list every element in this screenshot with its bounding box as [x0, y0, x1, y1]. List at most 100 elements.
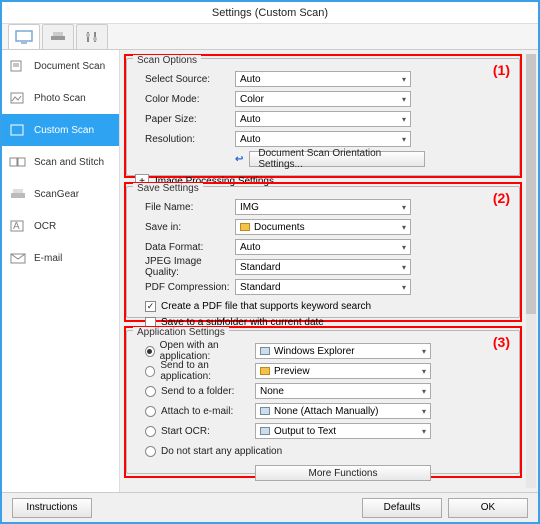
app-settings-fieldset: Application Settings (3) Open with an ap…	[126, 330, 520, 474]
save-settings-legend: Save Settings	[133, 183, 203, 194]
keyword-search-checkbox[interactable]: ✓ Create a PDF file that supports keywor…	[135, 298, 511, 314]
pdf-compression-label: PDF Compression:	[135, 282, 235, 293]
send-to-app-radio[interactable]	[145, 366, 155, 377]
jpeg-quality-label: JPEG Image Quality:	[135, 256, 235, 278]
scrollbar-thumb[interactable]	[526, 54, 536, 314]
folder-icon	[260, 367, 270, 375]
sidebar-item-email[interactable]: E-mail	[2, 242, 119, 274]
resolution-dropdown[interactable]: Auto▾	[235, 131, 411, 147]
send-to-folder-radio[interactable]	[145, 386, 156, 397]
checkbox-icon	[145, 317, 156, 328]
sidebar-item-label: Document Scan	[34, 61, 105, 72]
sidebar-item-label: Photo Scan	[34, 93, 86, 104]
start-ocr-radio[interactable]	[145, 426, 156, 437]
save-in-label: Save in:	[135, 222, 235, 233]
file-name-combo[interactable]: IMG▾	[235, 199, 411, 215]
file-name-label: File Name:	[135, 202, 235, 213]
send-to-folder-dropdown[interactable]: None▾	[255, 383, 431, 399]
save-in-dropdown[interactable]: Documents▾	[235, 219, 411, 235]
more-functions-button[interactable]: More Functions	[255, 465, 431, 481]
scan-options-legend: Scan Options	[133, 55, 201, 66]
data-format-dropdown[interactable]: Auto▾	[235, 239, 411, 255]
settings-window: Settings (Custom Scan) Document Scan Pho…	[0, 0, 540, 524]
sidebar-item-custom-scan[interactable]: Custom Scan	[2, 114, 119, 146]
checkbox-icon: ✓	[145, 301, 156, 312]
orientation-settings-button[interactable]: Document Scan Orientation Settings...	[249, 151, 425, 167]
stitch-icon	[8, 154, 28, 170]
svg-text:A: A	[13, 221, 20, 232]
sidebar-item-document-scan[interactable]: Document Scan	[2, 50, 119, 82]
attach-email-dropdown[interactable]: None (Attach Manually)▾	[255, 403, 431, 419]
text-icon	[260, 427, 270, 435]
email-icon	[8, 250, 28, 266]
chevron-down-icon: ▾	[422, 367, 426, 376]
folder-icon	[240, 223, 250, 231]
start-ocr-dropdown[interactable]: Output to Text▾	[255, 423, 431, 439]
sidebar-item-photo-scan[interactable]: Photo Scan	[2, 82, 119, 114]
select-source-label: Select Source:	[135, 74, 235, 85]
annotation-2: (2)	[493, 190, 510, 206]
custom-icon	[8, 122, 28, 138]
chevron-down-icon: ▾	[402, 243, 406, 252]
scan-options-fieldset: Scan Options (1) Select Source: Auto▾ Co…	[126, 58, 520, 176]
photo-icon	[8, 90, 28, 106]
chevron-down-icon: ▾	[422, 347, 426, 356]
titlebar: Settings (Custom Scan)	[2, 2, 538, 24]
do-not-start-radio[interactable]	[145, 446, 156, 457]
chevron-down-icon: ▾	[402, 223, 406, 232]
color-mode-dropdown[interactable]: Color▾	[235, 91, 411, 107]
color-mode-label: Color Mode:	[135, 94, 235, 105]
monitor-icon	[15, 30, 33, 44]
select-source-dropdown[interactable]: Auto▾	[235, 71, 411, 87]
window-title: Settings (Custom Scan)	[212, 7, 328, 19]
chevron-down-icon: ▾	[402, 203, 406, 212]
scanner-icon	[49, 30, 67, 44]
annotation-3: (3)	[493, 334, 510, 350]
chevron-down-icon: ▾	[402, 115, 406, 124]
chevron-down-icon: ▾	[402, 75, 406, 84]
chevron-down-icon: ▾	[402, 95, 406, 104]
document-icon	[8, 58, 28, 74]
jpeg-quality-dropdown[interactable]: Standard▾	[235, 259, 411, 275]
pdf-compression-dropdown[interactable]: Standard▾	[235, 279, 411, 295]
sidebar-item-label: ScanGear	[34, 189, 79, 200]
paper-size-label: Paper Size:	[135, 114, 235, 125]
main-panel: Scan Options (1) Select Source: Auto▾ Co…	[120, 50, 538, 492]
ocr-icon: A	[8, 218, 28, 234]
tab-general-settings[interactable]	[76, 24, 108, 49]
sidebar: Document Scan Photo Scan Custom Scan Sca…	[2, 50, 120, 492]
defaults-button[interactable]: Defaults	[362, 498, 442, 518]
sidebar-item-label: Scan and Stitch	[34, 157, 104, 168]
data-format-label: Data Format:	[135, 242, 235, 253]
top-tabstrip	[2, 24, 538, 50]
open-with-app-dropdown[interactable]: Windows Explorer▾	[255, 343, 431, 359]
open-with-app-radio[interactable]	[145, 346, 155, 357]
tab-scan-from-panel[interactable]	[42, 24, 74, 49]
scangear-icon	[8, 186, 28, 202]
app-settings-legend: Application Settings	[133, 327, 229, 338]
instructions-button[interactable]: Instructions	[12, 498, 92, 518]
vertical-scrollbar[interactable]	[526, 54, 536, 488]
chevron-down-icon: ▾	[402, 283, 406, 292]
footer: Instructions Defaults OK	[2, 492, 538, 522]
ok-button[interactable]: OK	[448, 498, 528, 518]
paper-size-dropdown[interactable]: Auto▾	[235, 111, 411, 127]
sidebar-item-scangear[interactable]: ScanGear	[2, 178, 119, 210]
annotation-1: (1)	[493, 62, 510, 78]
send-to-app-dropdown[interactable]: Preview▾	[255, 363, 431, 379]
sidebar-item-label: Custom Scan	[34, 125, 94, 136]
chevron-down-icon: ▾	[402, 135, 406, 144]
tab-scan-from-computer[interactable]	[8, 24, 40, 49]
sidebar-item-label: OCR	[34, 221, 56, 232]
chevron-down-icon: ▾	[422, 387, 426, 396]
attach-email-radio[interactable]	[145, 406, 156, 417]
app-icon	[260, 347, 270, 355]
sidebar-item-scan-and-stitch[interactable]: Scan and Stitch	[2, 146, 119, 178]
save-settings-fieldset: Save Settings (2) File Name: IMG▾ Save i…	[126, 186, 520, 318]
chevron-down-icon: ▾	[422, 427, 426, 436]
chevron-down-icon: ▾	[422, 407, 426, 416]
resolution-label: Resolution:	[135, 134, 235, 145]
mail-icon	[260, 407, 270, 415]
sliders-icon	[84, 30, 100, 44]
sidebar-item-ocr[interactable]: A OCR	[2, 210, 119, 242]
